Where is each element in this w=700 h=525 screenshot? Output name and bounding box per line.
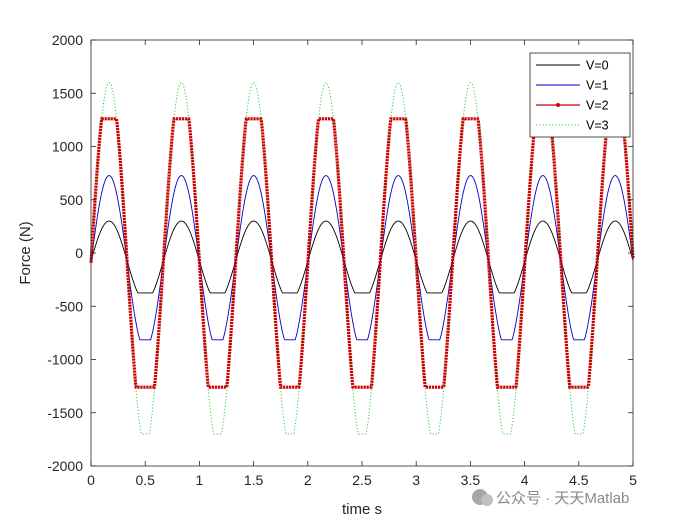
y-tick-label: 2000 (52, 32, 83, 48)
series-line-V0 (90, 220, 634, 294)
legend-box (529, 52, 631, 138)
y-tick-label: 0 (75, 245, 83, 261)
y-tick-label: 1000 (52, 139, 83, 155)
x-tick-label: 4 (521, 472, 529, 488)
wechat-icon-inner (481, 494, 493, 506)
x-tick-label: 1 (196, 472, 204, 488)
x-tick-label: 2 (304, 472, 312, 488)
y-tick-label: -1000 (47, 352, 83, 368)
y-tick-label: -1500 (47, 405, 83, 421)
y-tick-label: 1500 (52, 85, 83, 101)
legend: V=0 V=1 V=2 V=3 (529, 52, 631, 138)
legend-label-V0: V=0 (586, 59, 609, 73)
x-axis-label: time s (342, 501, 382, 518)
x-tick-label: 0.5 (135, 472, 155, 488)
y-axis-label: Force (N) (17, 221, 34, 284)
x-tick-label: 4.5 (569, 472, 589, 488)
x-tick-label: 1.5 (244, 472, 264, 488)
series-line-V1 (90, 175, 634, 341)
x-tick-label: 5 (629, 472, 637, 488)
series-line-V2 (89, 117, 635, 389)
legend-label-V3: V=3 (586, 119, 609, 133)
legend-marker (556, 103, 560, 107)
y-tick-label: 500 (60, 192, 84, 208)
watermark-text: 公众号 · 天天Matlab (496, 490, 629, 507)
x-tick-label: 0 (87, 472, 95, 488)
y-tick-label: -500 (55, 298, 83, 314)
y-tick-label: -2000 (47, 458, 83, 474)
watermark: 公众号 · 天天Matlab (472, 489, 629, 507)
x-tick-label: 2.5 (352, 472, 372, 488)
series-line-V3 (90, 82, 634, 435)
x-tick-label: 3.5 (461, 472, 481, 488)
legend-label-V1: V=1 (586, 79, 609, 93)
x-tick-label: 3 (412, 472, 420, 488)
ticks-layer: 0 0.5 1 1.5 2 2.5 3 3.5 4 4.5 5 -2000 -1500 -1000 -500… (47, 32, 637, 488)
legend-label-V2: V=2 (586, 99, 609, 113)
